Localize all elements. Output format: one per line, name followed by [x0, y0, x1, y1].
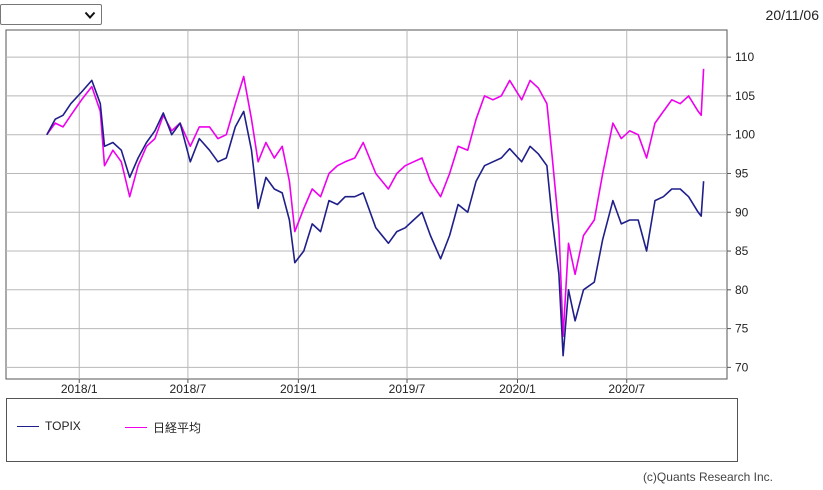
series-line-topix — [46, 79, 705, 357]
y-tick-label: 105 — [735, 89, 755, 103]
y-tick-label: 80 — [735, 283, 749, 297]
legend-item-nikkei: 日経平均 — [125, 419, 201, 436]
x-tick-label: 2019/1 — [280, 382, 317, 396]
as-of-date: 20/11/06 — [765, 7, 819, 23]
legend-swatch-nikkei — [125, 427, 147, 428]
period-select[interactable] — [0, 4, 102, 25]
chevron-down-icon — [84, 11, 96, 19]
x-tick-label: 2020/7 — [608, 382, 645, 396]
y-tick-label: 70 — [735, 360, 749, 374]
legend-label-nikkei: 日経平均 — [153, 421, 202, 435]
y-tick-label: 85 — [735, 244, 749, 258]
legend-item-topix: TOPIX — [17, 419, 81, 433]
line-chart: 110 105 100 95 90 85 80 75 70 2018/1 2018/7 2019/1 2… — [5, 29, 755, 396]
x-tick-label: 2020/1 — [499, 382, 536, 396]
legend-swatch-topix — [17, 425, 39, 427]
plot-area — [5, 29, 728, 380]
y-tick-label: 95 — [735, 166, 749, 180]
x-tick-label: 2018/7 — [170, 382, 207, 396]
legend-label-topix: TOPIX — [45, 419, 81, 433]
copyright-text: (c)Quants Research Inc. — [642, 470, 773, 484]
y-tick-label: 90 — [735, 205, 749, 219]
y-tick-label: 75 — [735, 322, 749, 336]
series-line-nikkei — [46, 68, 705, 338]
x-tick-label: 2019/7 — [389, 382, 426, 396]
chart-legend: TOPIX 日経平均 — [6, 398, 738, 462]
y-tick-label: 100 — [735, 128, 755, 142]
x-tick-label: 2018/1 — [61, 382, 98, 396]
y-tick-label: 110 — [735, 50, 754, 64]
